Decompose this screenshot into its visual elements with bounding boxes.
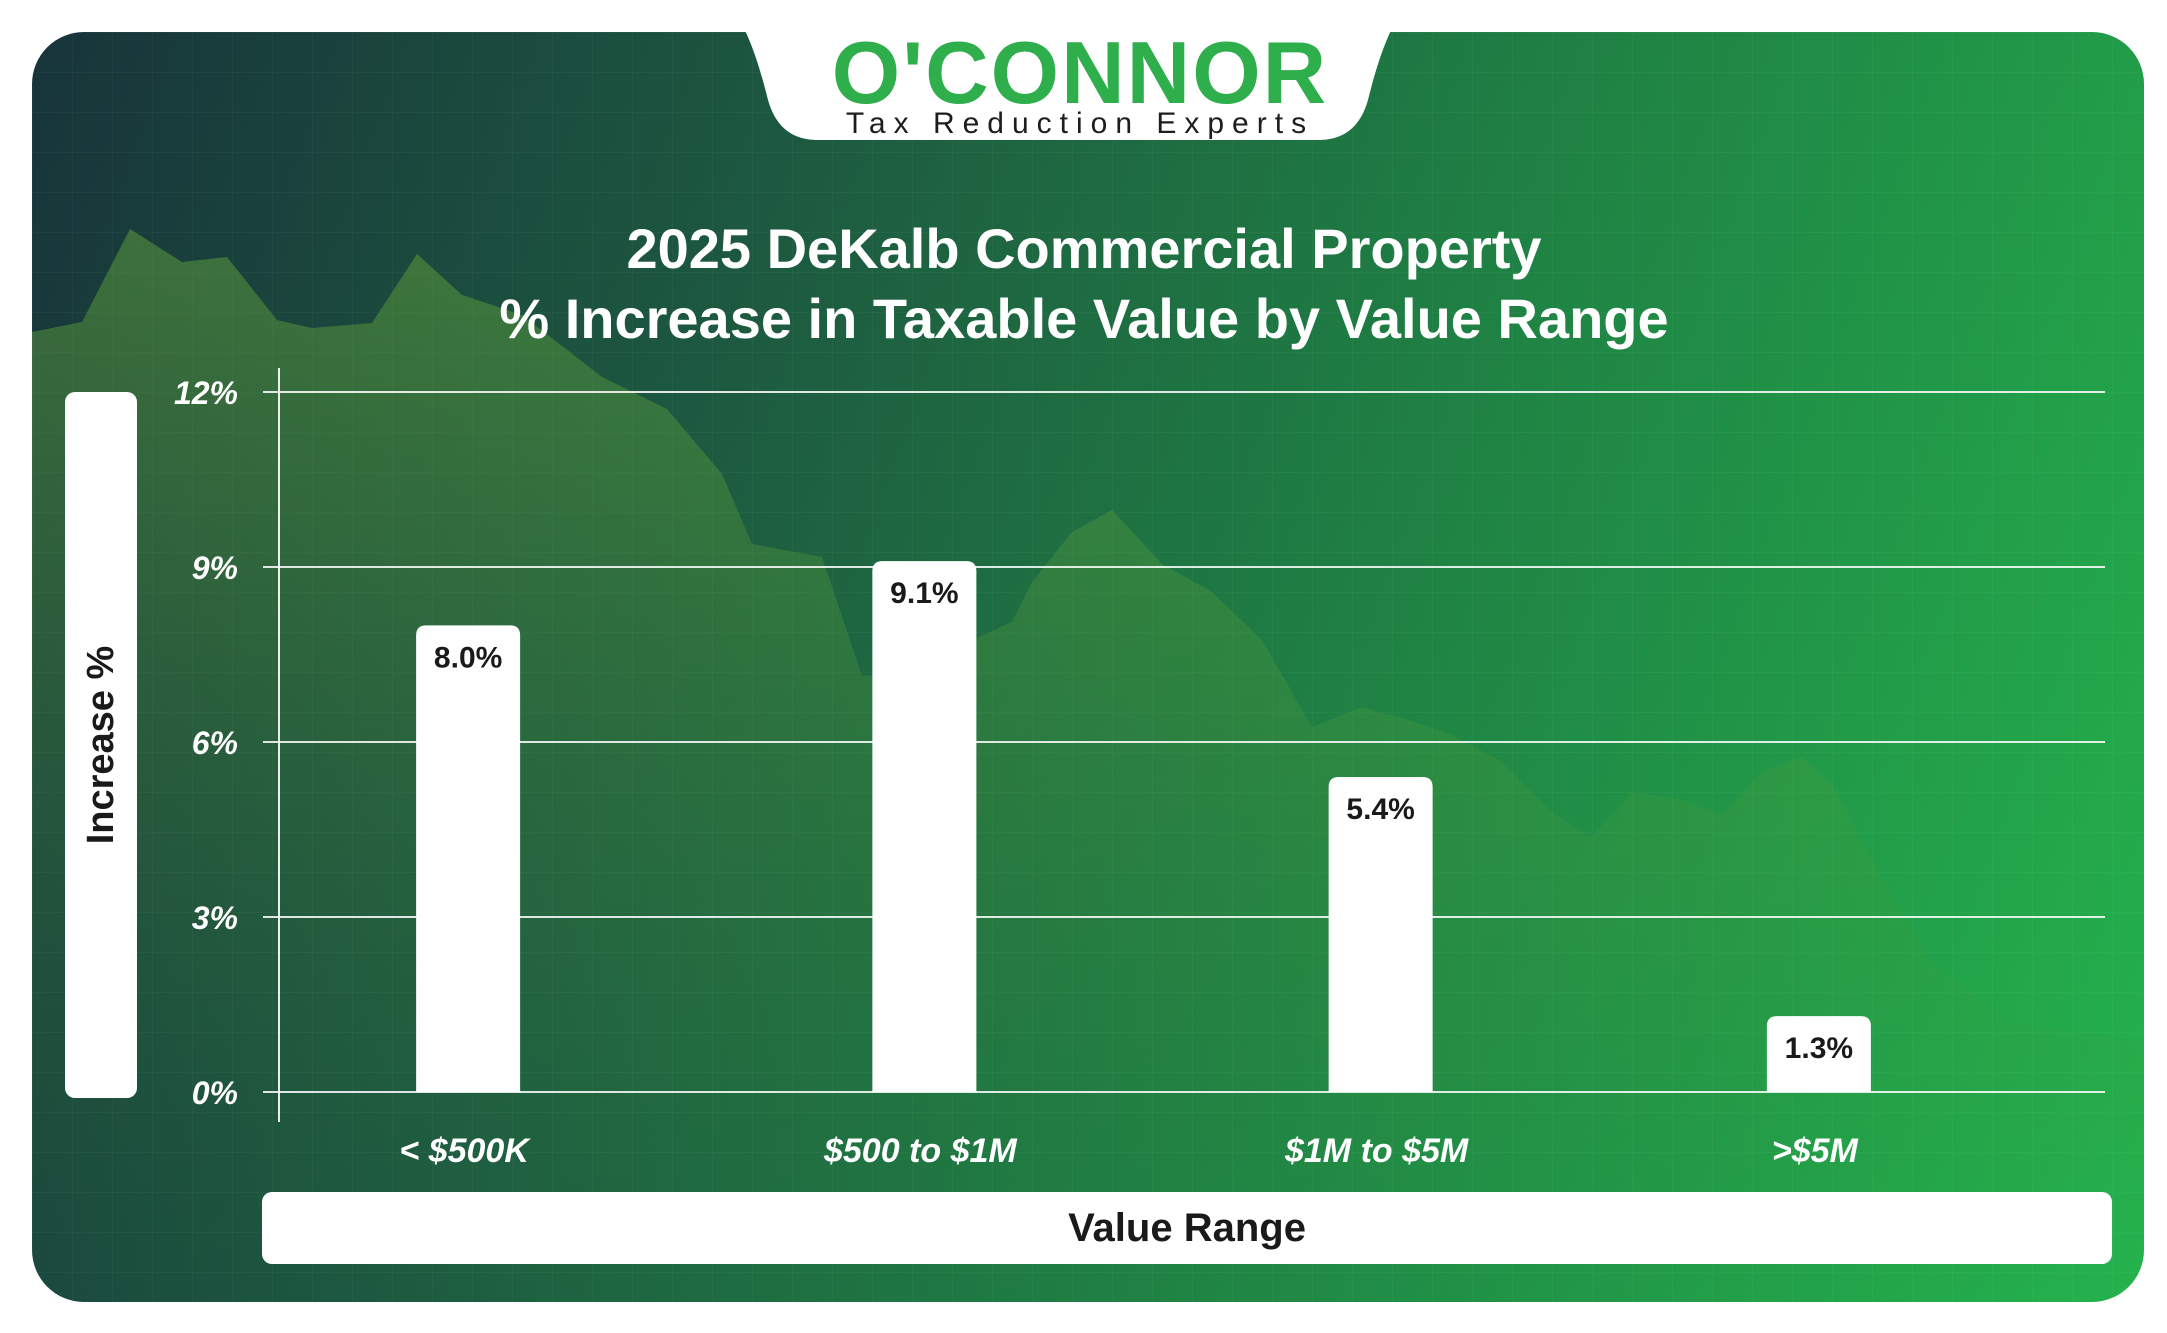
data-label: 9.1% bbox=[890, 577, 958, 610]
data-label: 1.3% bbox=[1785, 1032, 1853, 1065]
logo-tagline: Tax Reduction Experts bbox=[845, 107, 1315, 140]
x-tick-label: $1M to $5M bbox=[1284, 1132, 1469, 1170]
background-mountain-shape bbox=[32, 229, 2144, 1302]
x-tick-label: $500 to $1M bbox=[823, 1132, 1017, 1170]
y-tick-label: 12% bbox=[174, 375, 238, 411]
bar bbox=[1766, 1016, 1871, 1092]
x-axis-label: Value Range bbox=[262, 1192, 2112, 1264]
bar bbox=[416, 625, 521, 1092]
data-label: 5.4% bbox=[1346, 793, 1414, 826]
bar bbox=[872, 561, 977, 1092]
y-tick-label: 9% bbox=[192, 550, 238, 586]
x-tick-label: < $500K bbox=[399, 1132, 531, 1170]
x-tick-label: >$5M bbox=[1772, 1132, 1859, 1170]
chart-subtitle: % Increase in Taxable Value by Value Ran… bbox=[499, 287, 1669, 350]
logo-wordmark: O'CONNOR bbox=[831, 23, 1329, 122]
y-tick-label: 3% bbox=[192, 900, 238, 936]
data-label: 8.0% bbox=[434, 641, 502, 674]
y-axis-label-box bbox=[65, 392, 137, 1098]
logo-tab-background bbox=[728, 0, 1408, 140]
chart-title: 2025 DeKalb Commercial Property bbox=[626, 217, 1542, 280]
y-tick-label: 0% bbox=[192, 1075, 238, 1111]
y-tick-label: 6% bbox=[192, 725, 238, 761]
bar bbox=[1328, 777, 1433, 1092]
chart-card bbox=[32, 32, 2144, 1302]
